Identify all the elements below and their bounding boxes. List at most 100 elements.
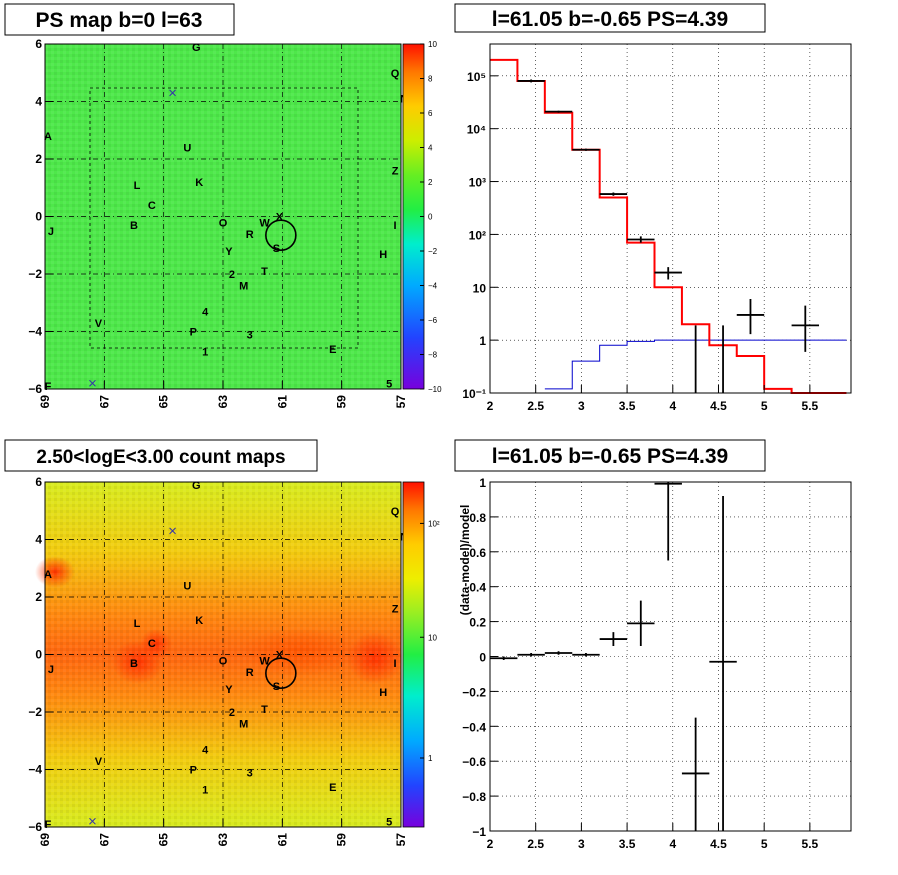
- cross-marker: [89, 817, 96, 825]
- source-label: E: [329, 344, 336, 356]
- x-tick-label: 5.5: [802, 837, 819, 851]
- y-tick-label: 4: [35, 95, 42, 109]
- y-tick-label: 10²: [469, 228, 486, 242]
- source-label: H: [379, 249, 387, 261]
- colorbar-tick-label: −2: [428, 247, 438, 256]
- source-label: B: [130, 220, 138, 232]
- y-tick-label: 4: [35, 533, 42, 547]
- residual-panel: l=61.05 b=-0.65 PS=4.39 2 2.5 3 3.5 4 4.5 5 5.5…: [454, 439, 852, 851]
- source-label: B: [130, 658, 138, 670]
- model-source-line: [544, 339, 847, 390]
- y-tick-label: 6: [35, 475, 42, 489]
- cross-marker: [89, 379, 96, 387]
- y-tick-label: 2: [35, 590, 42, 604]
- spectrum-title: l=61.05 b=-0.65 PS=4.39: [492, 8, 728, 31]
- spectrum-frame: [489, 43, 852, 394]
- x-tick-label: 3: [578, 399, 585, 413]
- x-tick-label: 3.5: [619, 837, 636, 851]
- ps-map-title: PS map b=0 l=63: [36, 9, 203, 32]
- source-label: U: [183, 143, 191, 155]
- data-point: [490, 656, 518, 660]
- ps-map-x-ticks: 69 67 65 63 61 59 57: [38, 381, 408, 408]
- source-label: P: [190, 765, 197, 777]
- ps-map-frame: [44, 43, 402, 390]
- source-label: 4: [202, 744, 209, 756]
- count-map-frame: [44, 481, 402, 828]
- source-label: Q: [391, 68, 400, 80]
- source-label: 2: [229, 269, 235, 281]
- y-tick-label: 1: [479, 476, 486, 490]
- data-point: [517, 79, 545, 83]
- y-tick-label: −4: [28, 763, 42, 777]
- colorbar-tick-label: 8: [428, 75, 433, 84]
- source-label: Z: [392, 166, 399, 178]
- residual-y-axis-label: (data-model)/model: [458, 505, 472, 616]
- x-tick-label: 2: [487, 837, 494, 851]
- y-tick-label: 0.4: [469, 581, 486, 595]
- x-tick-label: 57: [394, 395, 408, 409]
- data-point: [654, 482, 682, 561]
- x-tick-label: 59: [335, 395, 349, 409]
- source-label: V: [95, 756, 103, 768]
- x-tick-label: 2.5: [527, 837, 544, 851]
- data-point: [681, 717, 710, 831]
- source-label: 5: [386, 816, 392, 828]
- y-tick-label: 10⁴: [467, 123, 486, 137]
- y-tick-label: 0: [35, 210, 42, 224]
- ps-map-sources: GQNAULKZCOWXRIJBSYH2TM4VP31EF5: [44, 42, 408, 393]
- colorbar-tick-label: 0: [428, 213, 433, 222]
- source-label: C: [148, 200, 156, 212]
- colorbar-tick-label: −6: [428, 316, 438, 325]
- x-tick-label: 4: [669, 837, 676, 851]
- cross-marker: [169, 527, 176, 535]
- y-tick-label: 6: [35, 37, 42, 51]
- x-tick-label: 5.5: [802, 399, 819, 413]
- colorbar-tick-label: −4: [428, 282, 438, 291]
- x-tick-label: 3: [578, 837, 585, 851]
- x-tick-label: 61: [275, 395, 289, 409]
- y-tick-label: 10⁵: [467, 70, 486, 84]
- count-map-panel: 2.50<logE<3.00 count maps GQNAULKZCOWXRI…: [4, 439, 440, 847]
- source-label: Z: [392, 604, 399, 616]
- source-label: W: [259, 217, 270, 229]
- x-tick-label: 63: [216, 833, 230, 847]
- source-label: T: [261, 266, 268, 278]
- data-point: [544, 110, 573, 113]
- ps-map-title-box: [4, 3, 235, 36]
- y-tick-label: 0.8: [469, 511, 486, 525]
- y-tick-label: −0.6: [462, 755, 486, 769]
- source-label: M: [239, 719, 248, 731]
- count-map-title-box: [4, 439, 318, 472]
- x-tick-label: 2: [487, 399, 494, 413]
- data-point: [736, 299, 765, 335]
- count-colorbar: [402, 481, 425, 828]
- y-tick-label: −1: [472, 825, 486, 839]
- y-tick-label: 10: [473, 281, 487, 295]
- x-tick-label: 5: [761, 837, 768, 851]
- y-tick-label: −6: [28, 382, 42, 396]
- source-label: C: [148, 638, 156, 650]
- y-tick-label: −4: [28, 325, 42, 339]
- colorbar-tick-label: 6: [428, 109, 433, 118]
- data-point: [709, 495, 737, 831]
- y-tick-label: 0: [35, 648, 42, 662]
- residual-plot: 2 2.5 3 3.5 4 4.5 5 5.5 1 0.8 0.6 0.4 0.2 0 −0.2 −0.4 −0…: [458, 476, 852, 851]
- count-map-grid: [45, 482, 401, 827]
- source-label: Y: [225, 246, 233, 258]
- y-tick-label: 2: [35, 152, 42, 166]
- source-label: W: [259, 655, 270, 667]
- colorbar-tick-label: 10: [428, 40, 437, 49]
- source-label: T: [261, 704, 268, 716]
- y-tick-label: 0.2: [469, 616, 486, 630]
- x-tick-label: 67: [97, 833, 111, 847]
- source-label: K: [195, 615, 203, 627]
- source-label: 1: [202, 347, 208, 359]
- x-tick-label: 61: [275, 833, 289, 847]
- data-point: [572, 653, 600, 657]
- data-point: [517, 653, 545, 657]
- source-label: X: [276, 650, 284, 662]
- colorbar-tick-label: 1: [428, 754, 433, 763]
- source-label: L: [134, 618, 141, 630]
- spectrum-panel: l=61.05 b=-0.65 PS=4.39 2 2.5 3 3.5 4 4.5 5 5.5…: [454, 3, 852, 413]
- source-label: V: [95, 318, 103, 330]
